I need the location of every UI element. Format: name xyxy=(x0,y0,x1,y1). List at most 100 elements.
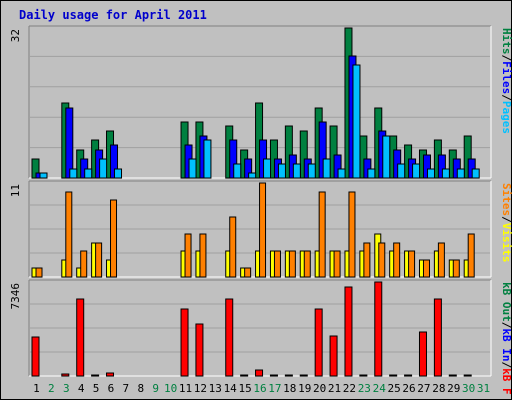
bar-pages-day-20 xyxy=(322,158,331,179)
bar-pages-day-27 xyxy=(426,168,435,179)
legend-entry-sites: Sites xyxy=(500,183,512,216)
day-label-25: 25 xyxy=(388,382,401,395)
day-label-11: 11 xyxy=(179,382,192,395)
day-label-24: 24 xyxy=(373,382,387,395)
day-label-9: 9 xyxy=(152,382,159,395)
bar-kb-f-day-4 xyxy=(76,298,85,377)
bar-sites-day-4 xyxy=(80,250,88,278)
bar-kb-f-day-28 xyxy=(433,298,442,377)
bar-pages-day-25 xyxy=(397,163,406,179)
day-label-10: 10 xyxy=(164,382,177,395)
bar-pages-day-17 xyxy=(277,163,286,179)
bar-pages-day-26 xyxy=(412,163,421,179)
legend-separator: / xyxy=(500,94,512,101)
day-label-27: 27 xyxy=(417,382,430,395)
bar-kb-f-day-29 xyxy=(448,374,457,377)
legend-separator: / xyxy=(500,55,512,62)
bar-files-day-3 xyxy=(65,107,74,179)
panel-2-max-label: 11 xyxy=(9,184,22,197)
bar-sites-day-1 xyxy=(35,267,43,278)
day-label-29: 29 xyxy=(447,382,460,395)
bar-pages-day-18 xyxy=(292,163,301,179)
legend-entry-visits: Visits xyxy=(500,223,512,263)
bar-pages-day-4 xyxy=(84,168,93,179)
day-label-31: 31 xyxy=(477,382,490,395)
bar-pages-day-6 xyxy=(114,168,123,179)
day-label-23: 23 xyxy=(358,382,371,395)
bar-pages-day-24 xyxy=(382,135,391,179)
legend-entry-kb-out: kB Out xyxy=(500,282,512,322)
bar-sites-day-15 xyxy=(244,267,252,278)
day-label-1: 1 xyxy=(33,382,40,395)
bar-pages-day-21 xyxy=(337,168,346,179)
bar-kb-f-day-19 xyxy=(299,374,308,377)
bar-sites-day-24 xyxy=(378,242,386,278)
bar-pages-day-28 xyxy=(441,168,450,179)
bar-sites-day-26 xyxy=(408,250,416,278)
bar-pages-day-15 xyxy=(248,172,257,179)
legend-separator: / xyxy=(500,216,512,223)
bar-kb-f-day-11 xyxy=(180,308,189,377)
bar-kb-f-day-23 xyxy=(359,374,368,377)
legend-separator: / xyxy=(500,362,512,369)
day-label-6: 6 xyxy=(108,382,115,395)
legend-entry-kb-in: kB In xyxy=(500,328,512,361)
bar-kb-f-day-25 xyxy=(389,374,398,377)
bar-kb-f-day-5 xyxy=(91,374,100,377)
bar-sites-day-30 xyxy=(467,233,475,278)
day-label-12: 12 xyxy=(194,382,207,395)
legend-separator: / xyxy=(500,322,512,329)
bar-kb-f-day-12 xyxy=(195,323,204,377)
bar-kb-f-day-30 xyxy=(463,374,472,377)
day-label-19: 19 xyxy=(298,382,311,395)
bar-sites-day-22 xyxy=(348,191,356,278)
bar-pages-day-11 xyxy=(188,158,197,179)
day-label-17: 17 xyxy=(268,382,281,395)
bar-pages-day-30 xyxy=(471,168,480,179)
bar-kb-f-day-6 xyxy=(106,372,115,377)
bar-pages-day-12 xyxy=(203,139,212,179)
day-label-30: 30 xyxy=(462,382,475,395)
bar-sites-day-11 xyxy=(184,233,192,278)
bar-pages-day-16 xyxy=(263,158,272,179)
bar-kb-f-day-17 xyxy=(269,374,278,377)
bar-sites-day-16 xyxy=(259,182,267,278)
bar-pages-day-1 xyxy=(39,172,48,179)
day-label-7: 7 xyxy=(123,382,130,395)
bar-kb-f-day-3 xyxy=(61,373,70,377)
bar-sites-day-23 xyxy=(363,242,371,278)
bar-sites-day-18 xyxy=(288,250,296,278)
day-label-5: 5 xyxy=(93,382,100,395)
bar-sites-day-5 xyxy=(95,242,103,278)
bar-sites-day-25 xyxy=(393,242,401,278)
bar-sites-day-14 xyxy=(229,216,237,278)
bar-pages-day-3 xyxy=(69,168,78,179)
panel-3-legend: kB Out/kB In/kB F xyxy=(500,282,512,395)
bar-kb-f-day-1 xyxy=(31,336,40,377)
bar-sites-day-19 xyxy=(303,250,311,278)
legend-entry-pages: Pages xyxy=(500,101,512,134)
day-label-26: 26 xyxy=(402,382,415,395)
bar-pages-day-5 xyxy=(99,158,108,179)
chart-title: Daily usage for April 2011 xyxy=(19,8,207,22)
bar-kb-f-day-26 xyxy=(404,374,413,377)
day-label-13: 13 xyxy=(209,382,222,395)
bar-kb-f-day-14 xyxy=(225,298,234,377)
day-label-21: 21 xyxy=(328,382,341,395)
legend-entry-kb-f: kB F xyxy=(500,368,512,395)
day-label-18: 18 xyxy=(283,382,296,395)
bar-sites-day-17 xyxy=(273,250,281,278)
bar-pages-day-19 xyxy=(307,163,316,179)
bar-kb-f-day-27 xyxy=(418,331,427,377)
bar-sites-day-12 xyxy=(199,233,207,278)
day-label-14: 14 xyxy=(224,382,238,395)
bar-kb-f-day-18 xyxy=(284,374,293,377)
bar-sites-day-27 xyxy=(422,259,430,278)
legend-entry-files: Files xyxy=(500,61,512,94)
bar-sites-day-29 xyxy=(452,259,460,278)
bar-sites-day-3 xyxy=(65,191,73,278)
day-label-2: 2 xyxy=(48,382,55,395)
panel-2-legend: Sites/Visits xyxy=(500,183,512,263)
legend-entry-hits: Hits xyxy=(500,28,512,55)
